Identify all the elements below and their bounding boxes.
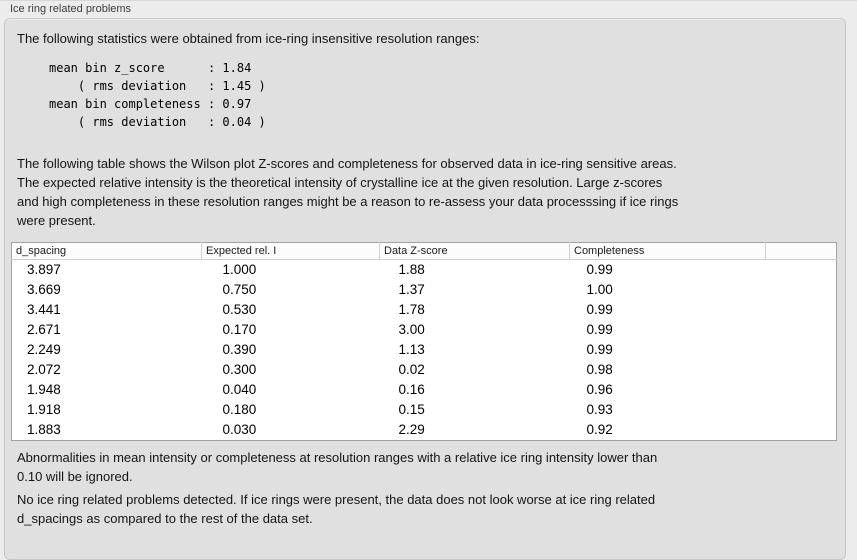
table-cell: 0.300: [222, 362, 257, 377]
table-cell: 0.99: [586, 262, 613, 277]
table-cell: [766, 260, 837, 281]
table-row[interactable]: 2.072 0.300 0.02 0.98: [12, 360, 837, 380]
table-cell: [766, 400, 837, 420]
table-cell: 1.000: [222, 262, 257, 277]
table-cell: 0.750: [222, 282, 257, 297]
table-row[interactable]: 3.897 1.000 1.88 0.99: [12, 260, 837, 281]
table-cell: [766, 340, 837, 360]
table-header-row: d_spacing Expected rel. I Data Z-score Comp…: [11, 242, 837, 260]
table-cell: 0.02: [398, 362, 425, 377]
table-cell: 1.78: [398, 302, 425, 317]
table-body: 3.897 1.000 1.88 0.99 3.669 0.750 1.37 1.00 3.44…: [12, 260, 837, 441]
table-cell: 1.918: [27, 402, 61, 417]
table-cell: 0.92: [586, 422, 613, 437]
table-cell: 0.530: [222, 302, 257, 317]
intro-text: The following statistics were obtained f…: [17, 31, 480, 46]
table-cell: [766, 280, 837, 300]
table-cell: 3.897: [27, 262, 61, 277]
table-row[interactable]: 1.883 0.030 2.29 0.92: [12, 420, 837, 441]
table-cell: [766, 320, 837, 340]
ice-ring-table[interactable]: d_spacing Expected rel. I Data Z-score Comp…: [11, 242, 837, 441]
table-cell: 1.37: [398, 282, 425, 297]
table-cell: 1.88: [398, 262, 425, 277]
table-row[interactable]: 2.249 0.390 1.13 0.99: [12, 340, 837, 360]
window-top-edge: [0, 0, 857, 1]
column-header-empty: [765, 242, 837, 260]
column-header[interactable]: Completeness: [569, 242, 766, 260]
column-header[interactable]: d_spacing: [11, 242, 202, 260]
table-cell: 1.948: [27, 382, 61, 397]
ignore-note-text: Abnormalities in mean intensity or compl…: [17, 450, 658, 484]
table-cell: 0.040: [222, 382, 257, 397]
table-cell: 3.00: [398, 322, 425, 337]
conclusion-text: No ice ring related problems detected. I…: [17, 492, 656, 526]
table-row[interactable]: 3.669 0.750 1.37 1.00: [12, 280, 837, 300]
ice-ring-panel: The following statistics were obtained f…: [4, 18, 846, 560]
table-row[interactable]: 1.918 0.180 0.15 0.93: [12, 400, 837, 420]
table-cell: 0.99: [586, 302, 613, 317]
table-cell: 2.671: [27, 322, 61, 337]
column-header[interactable]: Data Z-score: [379, 242, 570, 260]
table-cell: 0.16: [398, 382, 425, 397]
table-cell: 1.00: [586, 282, 613, 297]
table-cell: 0.030: [222, 422, 257, 437]
table-cell: [766, 420, 837, 441]
table-cell: 0.98: [586, 362, 613, 377]
table-cell: [766, 380, 837, 400]
table-cell: 0.390: [222, 342, 257, 357]
table-cell: 1.13: [398, 342, 425, 357]
table-cell: 2.29: [398, 422, 425, 437]
panel-title: Ice ring related problems: [10, 3, 132, 15]
table-cell: 2.072: [27, 362, 61, 377]
table-row[interactable]: 1.948 0.040 0.16 0.96: [12, 380, 837, 400]
table-row[interactable]: 3.441 0.530 1.78 0.99: [12, 300, 837, 320]
stats-block: mean bin z_score : 1.84 ( rms deviation …: [49, 61, 266, 129]
table-cell: 0.93: [586, 402, 613, 417]
table-description-text: The following table shows the Wilson plo…: [17, 156, 679, 228]
table-cell: 0.99: [586, 342, 613, 357]
table-cell: 2.249: [27, 342, 61, 357]
table-cell: 1.883: [27, 422, 61, 437]
table-cell: 0.99: [586, 322, 613, 337]
column-header[interactable]: Expected rel. I: [201, 242, 380, 260]
table-cell: 0.170: [222, 322, 257, 337]
table-cell: 0.15: [398, 402, 425, 417]
table-cell: 3.441: [27, 302, 61, 317]
table-row[interactable]: 2.671 0.170 3.00 0.99: [12, 320, 837, 340]
table-cell: 0.96: [586, 382, 613, 397]
table-cell: [766, 360, 837, 380]
table-cell: 0.180: [222, 402, 257, 417]
table-cell: [766, 300, 837, 320]
table-cell: 3.669: [27, 282, 61, 297]
